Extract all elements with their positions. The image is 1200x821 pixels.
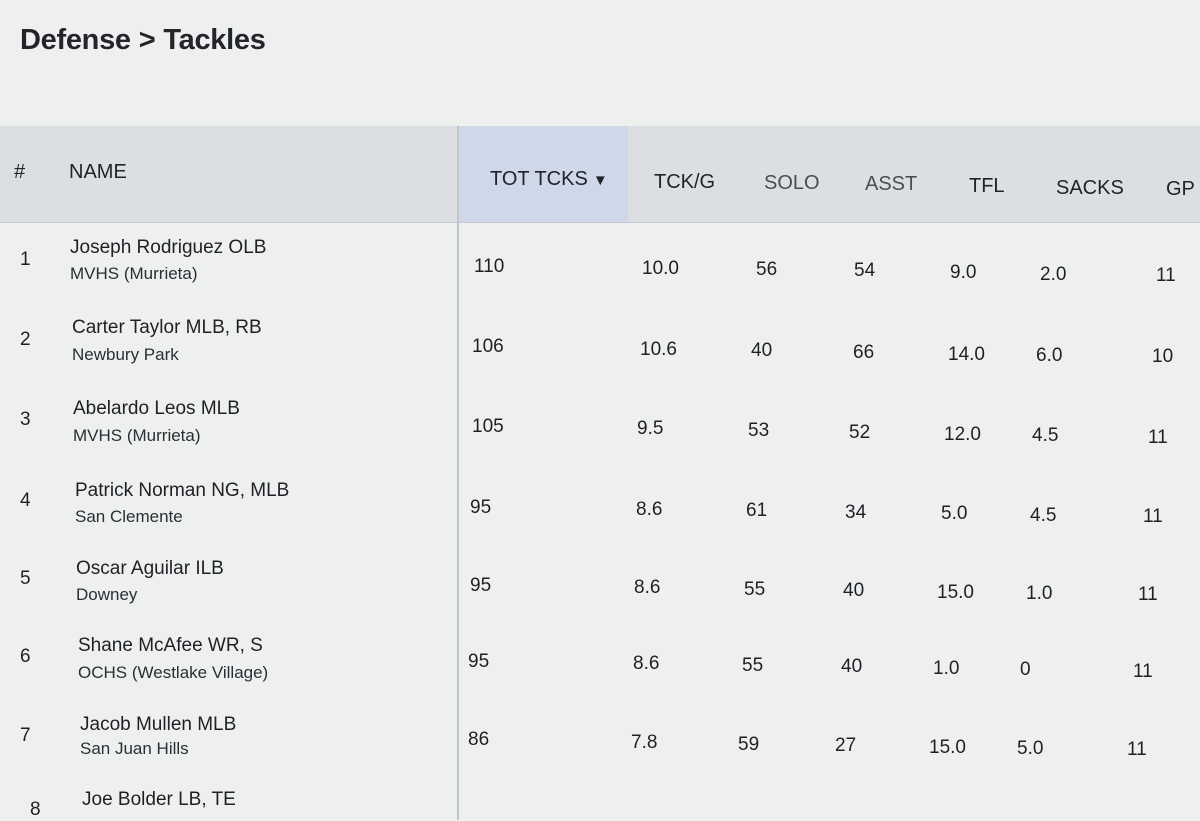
row-rank: 3 <box>20 409 31 430</box>
stat-tot-tcks: 86 <box>468 729 490 750</box>
col-solo[interactable]: SOLO <box>764 172 820 194</box>
player-school: San Clemente <box>75 507 183 526</box>
stat-tot-tcks: 95 <box>468 651 490 672</box>
stat-gp: 11 <box>1143 506 1163 527</box>
table-row[interactable]: 5 Oscar Aguilar ILB Downey 95 8.6 55 40 … <box>0 541 1200 620</box>
stat-sacks: 0 <box>1020 659 1031 680</box>
stat-solo: 59 <box>738 734 760 755</box>
stat-solo: 55 <box>742 655 764 676</box>
col-tot-tcks[interactable]: TOT TCKS ▼ <box>490 168 608 191</box>
row-rank: 1 <box>20 249 31 270</box>
stat-tck-per-game: 9.5 <box>637 418 664 439</box>
stat-sacks: 4.5 <box>1032 425 1059 446</box>
stat-tfl: 9.0 <box>950 262 977 283</box>
stat-asst: 34 <box>845 502 867 523</box>
stat-tfl: 1.0 <box>933 658 960 679</box>
stat-sacks: 4.5 <box>1030 505 1057 526</box>
player-name[interactable]: Joseph Rodriguez OLB <box>70 237 267 258</box>
col-gp[interactable]: GP <box>1166 178 1195 200</box>
col-sacks[interactable]: SACKS <box>1056 177 1124 199</box>
stat-sacks: 2.0 <box>1040 264 1067 285</box>
player-school: OCHS (Westlake Village) <box>78 663 269 682</box>
stat-tfl: 15.0 <box>929 737 966 758</box>
breadcrumb-separator: > <box>138 24 156 56</box>
stat-sacks: 1.0 <box>1026 583 1053 604</box>
stat-tot-tcks: 95 <box>470 497 492 518</box>
stat-solo: 61 <box>746 500 768 521</box>
stat-tfl: 15.0 <box>937 582 974 603</box>
table-row[interactable]: 7 Jacob Mullen MLB San Juan Hills 86 7.8… <box>0 697 1200 778</box>
col-asst[interactable]: ASST <box>865 173 918 195</box>
player-name[interactable]: Abelardo Leos MLB <box>73 398 240 419</box>
player-name[interactable]: Oscar Aguilar ILB <box>76 558 224 579</box>
sorted-column-highlight <box>458 126 628 222</box>
stat-asst: 66 <box>853 342 875 363</box>
stat-asst: 27 <box>835 735 857 756</box>
sorted-column-divider <box>457 126 459 820</box>
stat-tfl: 5.0 <box>941 503 968 524</box>
stat-asst: 52 <box>849 422 871 443</box>
row-rank: 5 <box>20 568 31 589</box>
col-tfl[interactable]: TFL <box>969 175 1005 197</box>
sort-desc-icon: ▼ <box>592 172 608 189</box>
row-rank: 4 <box>20 490 31 511</box>
stat-tot-tcks: 110 <box>474 256 505 277</box>
stat-solo: 56 <box>756 259 778 280</box>
stat-gp: 11 <box>1148 427 1168 448</box>
breadcrumb: Defense > Tackles <box>20 24 266 57</box>
stat-gp: 11 <box>1127 739 1147 760</box>
stat-tck-per-game: 8.6 <box>633 653 660 674</box>
breadcrumb-section[interactable]: Defense <box>20 24 131 56</box>
table-header: # NAME TOT TCKS ▼ TCK/G SOLO ASST TFL SAC… <box>0 126 1200 223</box>
stat-tfl: 14.0 <box>948 344 985 365</box>
stat-asst: 40 <box>841 656 863 677</box>
stat-tot-tcks: 105 <box>472 416 504 437</box>
stat-sacks: 5.0 <box>1017 738 1044 759</box>
stat-tck-per-game: 7.8 <box>631 732 658 753</box>
table-row[interactable]: 4 Patrick Norman NG, MLB San Clemente 95… <box>0 463 1200 542</box>
table-row[interactable]: 8 Joe Bolder LB, TE <box>0 777 1200 820</box>
stat-tck-per-game: 10.0 <box>642 258 679 279</box>
col-name[interactable]: NAME <box>69 161 127 183</box>
table-row[interactable]: 2 Carter Taylor MLB, RB Newbury Park 106… <box>0 303 1200 384</box>
player-name[interactable]: Shane McAfee WR, S <box>78 635 263 656</box>
table-row[interactable]: 6 Shane McAfee WR, S OCHS (Westlake Vill… <box>0 619 1200 698</box>
player-school: San Juan Hills <box>80 739 189 758</box>
player-school: MVHS (Murrieta) <box>70 264 198 283</box>
player-name[interactable]: Joe Bolder LB, TE <box>82 789 236 810</box>
player-name[interactable]: Jacob Mullen MLB <box>80 714 237 735</box>
col-tot-tcks-label: TOT TCKS <box>490 168 588 190</box>
stat-gp: 11 <box>1138 584 1158 605</box>
stat-gp: 11 <box>1156 265 1176 286</box>
row-rank: 8 <box>30 799 41 820</box>
stat-solo: 40 <box>751 340 773 361</box>
stat-gp: 10 <box>1152 346 1174 367</box>
player-name[interactable]: Carter Taylor MLB, RB <box>72 317 262 338</box>
stat-tfl: 12.0 <box>944 424 981 445</box>
stat-solo: 53 <box>748 420 770 441</box>
col-rank: # <box>14 161 26 183</box>
row-rank: 7 <box>20 725 31 746</box>
player-name[interactable]: Patrick Norman NG, MLB <box>75 480 290 501</box>
stat-tck-per-game: 10.6 <box>640 339 677 360</box>
stat-sacks: 6.0 <box>1036 345 1063 366</box>
stat-tck-per-game: 8.6 <box>636 499 663 520</box>
player-school: Newbury Park <box>72 345 179 364</box>
stat-tot-tcks: 95 <box>470 575 492 596</box>
player-school: Downey <box>76 585 138 604</box>
row-rank: 6 <box>20 646 31 667</box>
breadcrumb-page: Tackles <box>163 24 266 56</box>
player-school: MVHS (Murrieta) <box>73 426 201 445</box>
table-row[interactable]: 1 Joseph Rodriguez OLB MVHS (Murrieta) 1… <box>0 223 1200 304</box>
table-row[interactable]: 3 Abelardo Leos MLB MVHS (Murrieta) 105 … <box>0 383 1200 464</box>
stat-tot-tcks: 106 <box>472 336 504 357</box>
col-tck-per-game[interactable]: TCK/G <box>654 171 716 193</box>
stat-tck-per-game: 8.6 <box>634 577 661 598</box>
stat-solo: 55 <box>744 579 766 600</box>
stat-gp: 11 <box>1133 661 1153 682</box>
row-rank: 2 <box>20 329 31 350</box>
stat-asst: 40 <box>843 580 865 601</box>
stat-asst: 54 <box>854 260 876 281</box>
stats-table: # NAME TOT TCKS ▼ TCK/G SOLO ASST TFL SAC… <box>0 126 1200 820</box>
